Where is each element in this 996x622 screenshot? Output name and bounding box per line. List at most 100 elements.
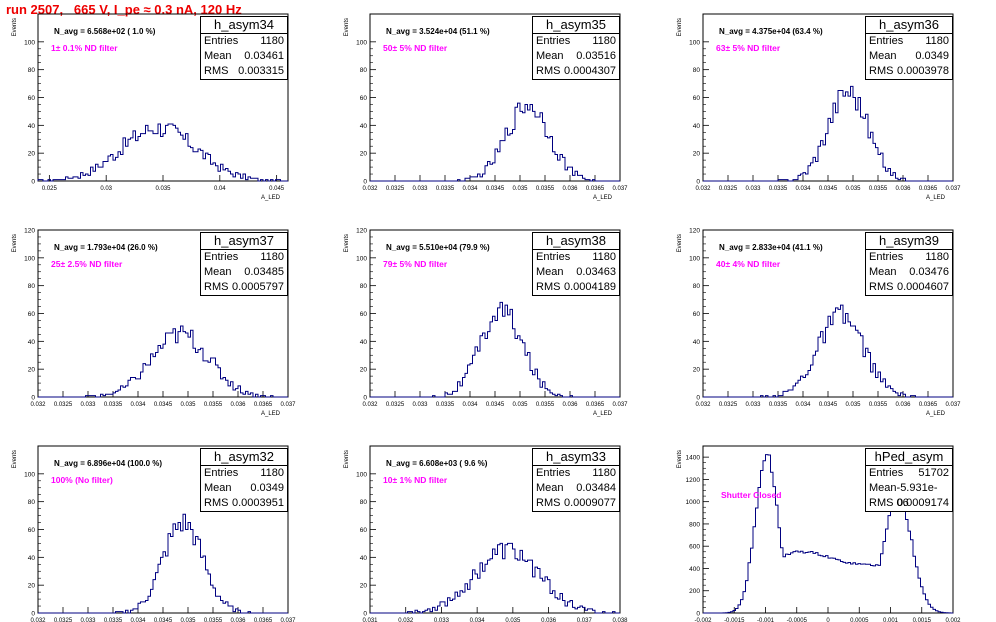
x-tick-label: 0.0345 <box>486 186 505 192</box>
histogram-name: h_asym37 <box>201 233 287 250</box>
y-tick-label: 80 <box>693 283 701 290</box>
histogram-name: h_asym33 <box>533 449 619 466</box>
x-tick-label: 0.033 <box>80 402 96 408</box>
x-tick-label: 0.037 <box>612 186 628 192</box>
x-tick-label: 0.0365 <box>919 186 938 192</box>
stat-box-h_asym36: h_asym36 Entries 1180 Mean 0.0349 RMS 0.000397… <box>865 16 953 80</box>
filter-note: 25± 2.5% ND filter <box>51 259 123 269</box>
stat-value: 0.003315 <box>238 65 284 77</box>
x-tick-label: 0.0335 <box>769 186 788 192</box>
y-tick-label: 40 <box>360 555 368 562</box>
stat-value: 0.0009174 <box>897 497 949 509</box>
stat-row-entries: Entries 1180 <box>533 466 619 481</box>
stat-value: 0.0009077 <box>564 497 616 509</box>
y-tick-label: 40 <box>693 339 701 346</box>
y-tick-label: 20 <box>28 151 36 158</box>
stat-label: Entries <box>536 467 571 479</box>
stat-row-mean: Mean 0.03476 <box>866 265 952 280</box>
y-tick-label: 0 <box>696 179 700 186</box>
y-tick-label: 60 <box>693 95 701 102</box>
filter-note: 10± 1% ND filter <box>383 475 448 485</box>
stat-value: 1180 <box>260 467 284 479</box>
y-tick-label: 400 <box>689 566 700 573</box>
x-tick-label: 0.001 <box>883 618 899 622</box>
y-axis-label: Events <box>677 450 683 468</box>
x-tick-label: 0.034 <box>462 402 478 408</box>
stat-box-h_asym39: h_asym39 Entries 1180 Mean 0.03476 RMS 0.00046… <box>865 232 953 296</box>
navg-label: N_avg = 3.524e+04 (51.1 %) <box>386 27 490 36</box>
x-tick-label: 0.0355 <box>869 402 888 408</box>
histogram-name: h_asym35 <box>533 17 619 34</box>
stat-value: 0.0349 <box>915 50 949 62</box>
y-axis-label: Events <box>344 18 350 36</box>
stat-label: Entries <box>204 251 239 263</box>
y-tick-label: 600 <box>689 544 700 551</box>
y-tick-label: 60 <box>28 311 36 318</box>
x-tick-label: 0.034 <box>795 186 811 192</box>
y-tick-label: 80 <box>360 283 368 290</box>
x-tick-label: 0.0325 <box>719 402 738 408</box>
stat-box-h_asym37: h_asym37 Entries 1180 Mean 0.03485 RMS 0.00057… <box>200 232 288 296</box>
x-tick-label: 0.0345 <box>486 402 505 408</box>
stat-row-rms: RMS 0.0009174 <box>866 496 952 511</box>
stat-row-entries: Entries 1180 <box>201 250 287 265</box>
stat-value: 0.0005797 <box>232 281 284 293</box>
x-tick-label: 0.032 <box>398 618 414 622</box>
stat-value: 0.03461 <box>244 50 284 62</box>
x-tick-label: 0.0335 <box>104 618 123 622</box>
y-tick-label: 0 <box>696 611 700 618</box>
stat-value: 1180 <box>925 35 949 47</box>
stat-label: RMS <box>204 497 229 509</box>
stat-value: 1180 <box>592 251 616 263</box>
stat-label: RMS <box>536 65 561 77</box>
y-tick-label: 80 <box>28 499 36 506</box>
navg-label: N_avg = 6.896e+04 (100.0 %) <box>54 459 162 468</box>
x-tick-label: 0.035 <box>180 402 196 408</box>
stat-label: Entries <box>869 35 904 47</box>
filter-note: Shutter Closed <box>721 490 781 500</box>
histogram-panel-h_asym35: 0 20 40 60 80 100 0.032 0.0325 0.033 0.0335 0.034 0… <box>344 13 628 201</box>
x-axis-label: A_LED <box>261 411 281 417</box>
stat-value: 0.0004307 <box>564 65 616 77</box>
y-tick-label: 1000 <box>686 499 701 506</box>
y-axis-label: Events <box>344 234 350 252</box>
x-tick-label: 0.002 <box>945 618 961 622</box>
x-tick-label: 0.035 <box>845 402 861 408</box>
y-tick-label: 0 <box>363 179 367 186</box>
x-tick-label: 0.034 <box>130 618 146 622</box>
x-tick-label: 0.031 <box>362 618 378 622</box>
stat-value: 0.03516 <box>576 50 616 62</box>
x-tick-label: 0.036 <box>895 186 911 192</box>
stat-row-mean: Mean 0.0349 <box>866 49 952 64</box>
y-tick-label: 120 <box>356 228 367 235</box>
stat-value: 1180 <box>925 251 949 263</box>
x-tick-label: 0.0365 <box>586 186 605 192</box>
x-tick-label: 0.0325 <box>54 618 73 622</box>
x-axis-label: A_LED <box>926 411 946 417</box>
x-tick-label: 0 <box>826 618 830 622</box>
stat-label: Entries <box>869 251 904 263</box>
x-tick-label: 0.037 <box>945 402 961 408</box>
stat-label: Mean <box>204 50 232 62</box>
stat-label: Mean <box>869 482 897 494</box>
x-tick-label: 0.0335 <box>769 402 788 408</box>
stat-row-entries: Entries 51702 <box>866 466 952 481</box>
x-tick-label: 0.0005 <box>850 618 869 622</box>
x-tick-label: 0.036 <box>895 402 911 408</box>
y-tick-label: 120 <box>24 228 35 235</box>
y-tick-label: 40 <box>28 339 36 346</box>
navg-label: N_avg = 1.793e+04 (26.0 %) <box>54 243 158 252</box>
y-tick-label: 60 <box>360 95 368 102</box>
histogram-panel-h_asym34: 0 20 40 60 80 100 0.025 0.03 0.035 0.04 0.045 A_LED… <box>12 13 289 201</box>
x-tick-label: 0.036 <box>562 402 578 408</box>
x-tick-label: 0.035 <box>512 402 528 408</box>
navg-label: N_avg = 4.375e+04 (63.4 %) <box>719 27 823 36</box>
x-tick-label: 0.0335 <box>436 402 455 408</box>
x-tick-label: 0.0325 <box>54 402 73 408</box>
histogram-panel-h_asym38: 0 20 40 60 80 100 120 0.032 0.0325 0.033 0.0335 0.0… <box>344 228 628 418</box>
x-tick-label: 0.0345 <box>819 402 838 408</box>
stat-value: 1180 <box>592 467 616 479</box>
y-tick-label: 80 <box>360 499 368 506</box>
histogram-line <box>703 454 954 614</box>
stat-value: 51702 <box>918 467 949 479</box>
